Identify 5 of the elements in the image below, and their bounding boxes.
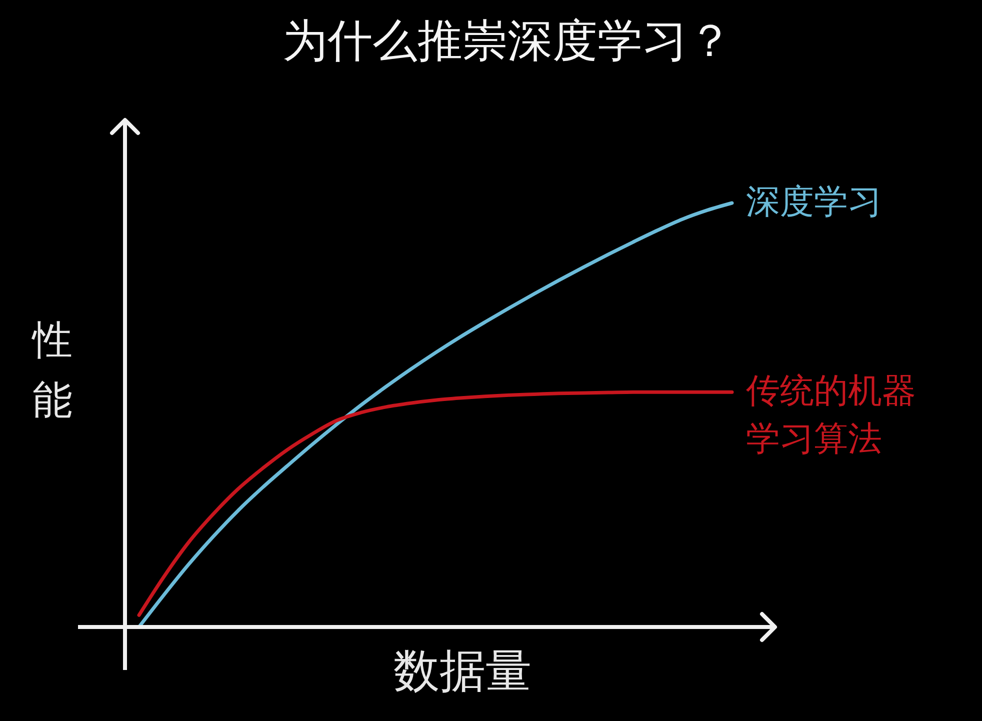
y-axis-title: 性能 bbox=[30, 318, 72, 424]
x-axis-title: 数据量 bbox=[394, 644, 532, 698]
series-label: 传统的机器学习算法 bbox=[746, 371, 916, 460]
series-label: 深度学习 bbox=[746, 182, 882, 222]
chart-title: 为什么推崇深度学习？ bbox=[282, 16, 732, 66]
